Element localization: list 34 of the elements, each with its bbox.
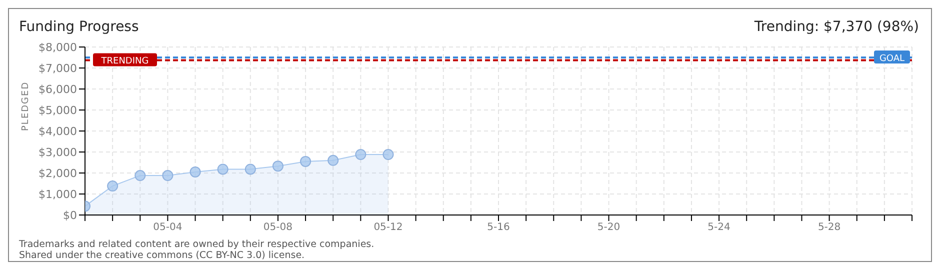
- ref-line-label: GOAL: [879, 54, 905, 64]
- x-tick-label: 05-04: [153, 222, 182, 234]
- y-tick-label: $3,000: [38, 146, 77, 159]
- point: [272, 160, 284, 172]
- point: [107, 180, 118, 192]
- y-tick-label: $8,000: [38, 40, 77, 54]
- ref-line-label: TRENDING: [100, 56, 149, 67]
- x-tick-label: 5-16: [487, 222, 510, 234]
- point: [134, 170, 146, 182]
- point: [190, 166, 201, 178]
- x-tick-label: 05-12: [374, 222, 403, 234]
- x-tick-label: 5-20: [597, 222, 620, 234]
- point: [328, 154, 339, 166]
- y-tick-label: $0: [63, 208, 77, 222]
- y-axis-title: PLEDGED: [21, 81, 32, 131]
- text: Trending: $7,370 (98%): [754, 19, 919, 35]
- y-tick-label: $6,000: [38, 82, 77, 96]
- point: [217, 164, 228, 175]
- point: [300, 156, 312, 167]
- x-tick-label: 05-08: [263, 222, 292, 234]
- y-tick-label: $2,000: [38, 166, 77, 180]
- text: Shared under the creative commons (CC BY-NC 3.0) license.: [19, 250, 306, 261]
- y-tick-label: $7,000: [38, 62, 77, 75]
- text: Trademarks and related content are owned by their respective companies.: [19, 239, 374, 250]
- point: [355, 149, 366, 160]
- chart-title: Funding Progress: [19, 19, 139, 35]
- x-tick-label: 5-28: [818, 222, 841, 234]
- y-tick-label: $1,000: [38, 188, 77, 201]
- point: [162, 170, 174, 182]
- y-tick-label: $4,000: [38, 124, 77, 138]
- y-tick-label: $5,000: [38, 104, 77, 117]
- point: [382, 149, 394, 160]
- point: [244, 164, 256, 175]
- x-tick-label: 5-24: [708, 222, 730, 234]
